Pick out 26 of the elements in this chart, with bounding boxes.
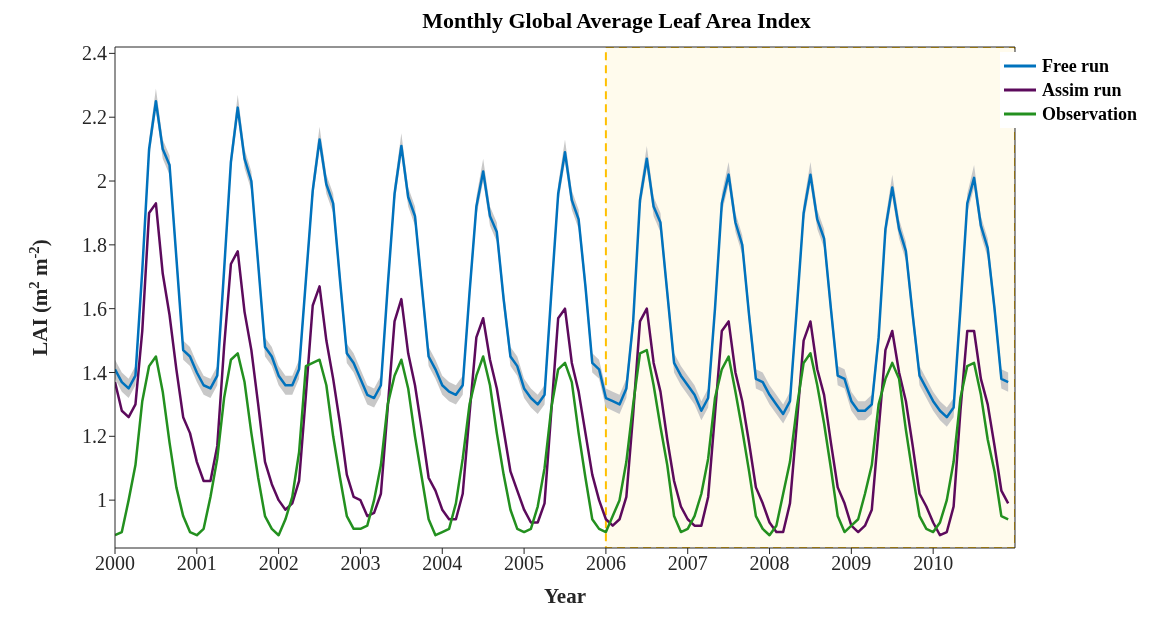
legend-label: Observation xyxy=(1041,103,1137,125)
line-series xyxy=(115,202,1010,537)
y-tick-label: 1.2 xyxy=(82,425,107,448)
y-tick-label: 1.4 xyxy=(82,361,107,384)
x-tick-label: 2004 xyxy=(422,552,463,575)
y-tick-label: 1.6 xyxy=(82,297,107,320)
x-tick-label: 2009 xyxy=(831,552,872,575)
line-series xyxy=(115,348,1010,537)
legend-label: Free run xyxy=(1041,55,1110,77)
x-tick-label: 2003 xyxy=(340,552,381,575)
y-tick-label: 1 xyxy=(97,489,107,512)
x-tick-label: 2005 xyxy=(504,552,545,575)
x-tick-label: 2000 xyxy=(95,552,135,575)
y-tick-label: 2 xyxy=(97,170,107,193)
x-tick-label: 2002 xyxy=(258,552,299,575)
y-tick-label: 1.8 xyxy=(82,233,107,256)
x-axis-title: Year xyxy=(544,584,586,608)
y-tick-label: 2.2 xyxy=(82,106,107,129)
x-tick-label: 2010 xyxy=(913,552,954,575)
x-tick-label: 2006 xyxy=(585,552,626,575)
x-tick-label: 2001 xyxy=(176,552,217,575)
legend-label: Assim run xyxy=(1041,79,1122,101)
x-tick-label: 2008 xyxy=(749,552,790,575)
chart-title: Monthly Global Average Leaf Area Index xyxy=(421,8,812,35)
x-tick-label: 2007 xyxy=(667,552,708,575)
y-tick-label: 2.4 xyxy=(82,42,107,65)
